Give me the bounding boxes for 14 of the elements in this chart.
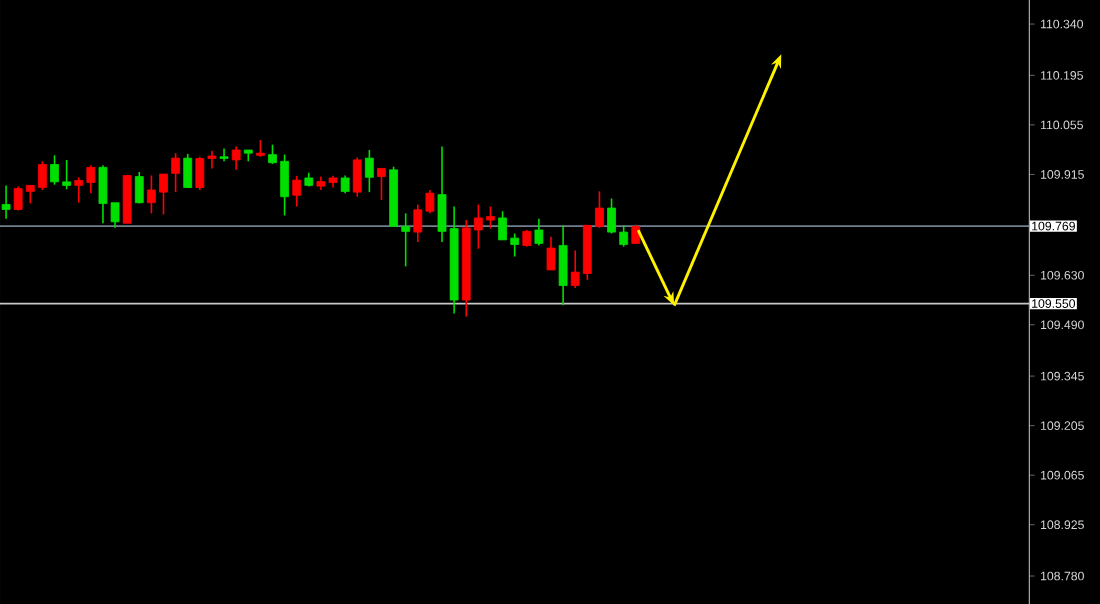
candlestick bbox=[231, 145, 241, 171]
candlestick bbox=[377, 167, 386, 201]
candlestick bbox=[352, 156, 362, 198]
candlestick bbox=[183, 153, 193, 189]
candlestick bbox=[134, 171, 144, 205]
candlestick bbox=[546, 235, 556, 271]
candlestick bbox=[1, 184, 11, 220]
candlestick bbox=[364, 149, 374, 193]
candlestick bbox=[534, 217, 544, 247]
candlestick bbox=[292, 175, 302, 208]
candlestick bbox=[122, 174, 132, 225]
candlestick bbox=[219, 147, 229, 163]
candlestick bbox=[558, 224, 568, 307]
candlestick bbox=[631, 223, 641, 245]
